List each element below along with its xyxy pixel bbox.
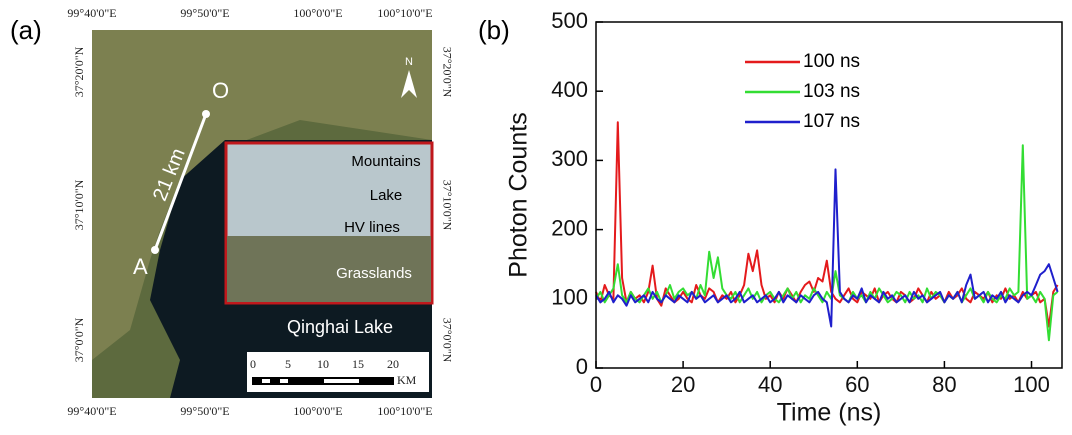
point-label: O (212, 78, 229, 103)
coord-label: 37°0'0"N (72, 317, 86, 362)
scale-bar (252, 377, 394, 385)
path-line (153, 113, 208, 251)
y-axis-label: Photon Counts (505, 112, 533, 277)
coord-label: 99°50'0"E (180, 404, 229, 418)
map-panel: (a) O A 21 km N Mountains Lake HV lines … (10, 6, 454, 418)
point (202, 110, 210, 118)
scale-bar (280, 379, 288, 383)
legend-label: 103 ns (803, 81, 860, 102)
y-tick-label: 200 (551, 215, 588, 240)
x-tick-label: 80 (932, 372, 956, 397)
series-line (595, 144, 1059, 342)
north-label: N (405, 56, 413, 68)
x-tick-label: 0 (590, 372, 602, 397)
scale-unit: KM (397, 373, 417, 387)
inset-label: Grasslands (336, 265, 412, 282)
scale-label: 20 (387, 357, 399, 371)
scale-label: 15 (352, 357, 364, 371)
coord-label: 37°10'0"N (440, 180, 454, 231)
chart-panel: (b) 0 100 200 300 400 500 0 20 40 60 80 100 Time (ns)… (478, 8, 1063, 427)
inset-label: HV lines (344, 219, 400, 236)
y-tick-label: 100 (551, 285, 588, 310)
inset-label: Lake (370, 187, 403, 204)
panel-label: (a) (10, 15, 42, 45)
scale-label: 5 (285, 357, 291, 371)
coord-label: 100°10'0"E (377, 6, 432, 20)
point-label: A (133, 254, 148, 279)
x-tick-label: 20 (671, 372, 695, 397)
panel-label: (b) (478, 15, 510, 45)
coord-label: 99°50'0"E (180, 6, 229, 20)
inset-grass (227, 236, 431, 302)
x-tick-label: 40 (758, 372, 782, 397)
y-tick-label: 500 (551, 8, 588, 33)
y-tick-label: 300 (551, 146, 588, 171)
coord-label: 100°10'0"E (377, 404, 432, 418)
y-tick-label: 0 (576, 354, 588, 379)
legend-label: 100 ns (803, 51, 860, 72)
series-line (595, 168, 1059, 328)
inset-label: Mountains (351, 153, 420, 170)
x-tick-label: 60 (845, 372, 869, 397)
scale-bar (324, 379, 359, 383)
coord-label: 99°40'0"E (67, 6, 116, 20)
coord-label: 37°10'0"N (72, 179, 86, 230)
legend-label: 107 ns (803, 111, 860, 132)
coord-label: 100°0'0"E (293, 404, 342, 418)
coordinates: 99°40'0"E 99°50'0"E 100°0'0"E 100°10'0"E 99°… (67, 6, 454, 418)
x-axis-label: Time (ns) (777, 399, 882, 427)
north-arrow (401, 70, 417, 98)
coord-label: 99°40'0"E (67, 404, 116, 418)
point (151, 246, 159, 254)
coord-label: 37°20'0"N (440, 47, 454, 98)
scale-bar (262, 379, 270, 383)
plot-frame (595, 21, 1063, 369)
land (92, 30, 432, 360)
lake-name: Qinghai Lake (287, 317, 393, 337)
coord-label: 37°0'0"N (440, 318, 454, 363)
scale-box (247, 352, 429, 392)
x-tick-label: 100 (1013, 372, 1050, 397)
scale-label: 0 (250, 357, 256, 371)
coord-label: 37°20'0"N (72, 46, 86, 97)
scale-label: 10 (317, 357, 329, 371)
coord-label: 100°0'0"E (293, 6, 342, 20)
y-tick-label: 400 (551, 77, 588, 102)
